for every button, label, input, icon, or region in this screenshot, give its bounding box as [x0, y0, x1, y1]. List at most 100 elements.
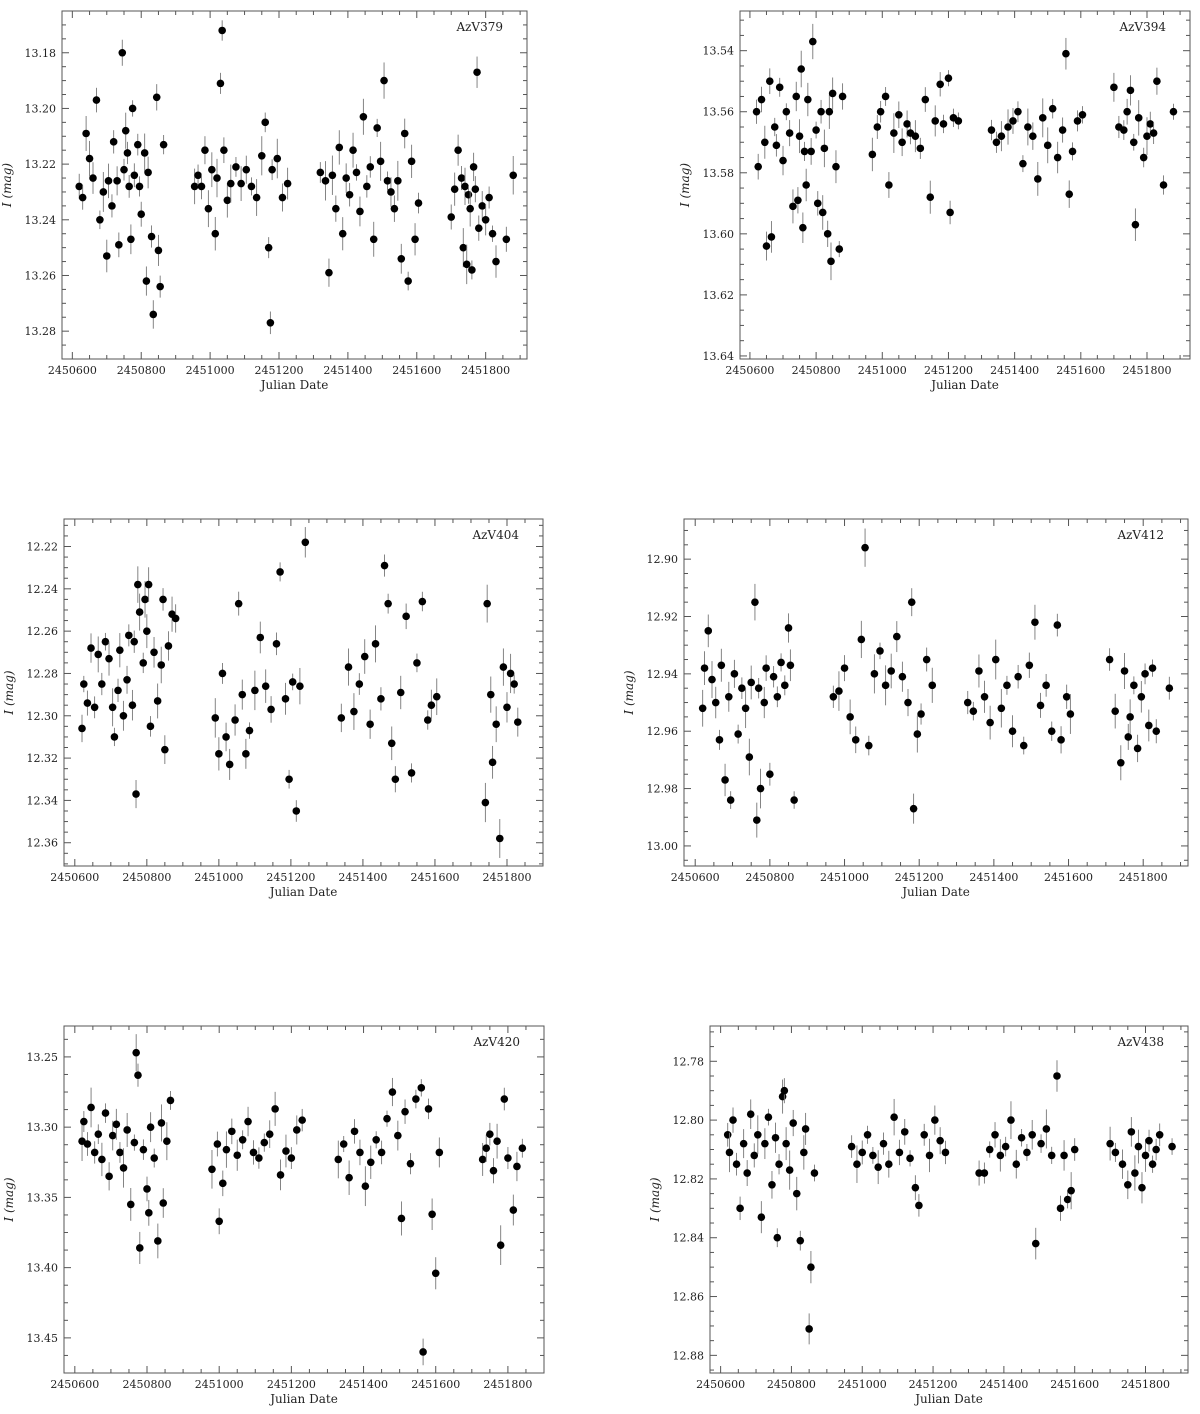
- data-point: [204, 204, 213, 213]
- data-point: [885, 1160, 893, 1169]
- data-point: [78, 724, 86, 733]
- data-point: [1148, 664, 1157, 672]
- data-point: [513, 718, 522, 726]
- axis-ticks: [739, 10, 1191, 360]
- data-point: [820, 144, 829, 153]
- data-point: [800, 1148, 808, 1157]
- data-point: [992, 138, 1001, 147]
- data-point: [890, 1113, 898, 1121]
- data-point: [911, 132, 920, 140]
- data-point: [89, 174, 97, 182]
- data-point: [154, 1237, 162, 1245]
- data-point: [242, 165, 251, 174]
- data-point: [225, 760, 234, 769]
- data-point: [108, 703, 117, 712]
- data-point: [390, 204, 399, 213]
- data-point: [345, 1173, 353, 1182]
- data-point: [773, 1233, 782, 1242]
- x-tick-label: 2450800: [122, 871, 171, 884]
- data-point: [730, 670, 739, 678]
- data-point: [704, 627, 713, 635]
- x-tick-label: 2451000: [195, 1378, 244, 1391]
- x-tick-label: 2451600: [1044, 871, 1093, 884]
- data-point: [754, 1131, 762, 1139]
- data-point: [1066, 710, 1075, 718]
- data-point: [396, 688, 405, 697]
- data-point: [1117, 758, 1125, 767]
- data-point: [211, 229, 220, 238]
- data-point: [164, 642, 173, 650]
- data-point: [1137, 693, 1146, 701]
- x-axis-label: Julian Date: [268, 885, 338, 899]
- data-point: [156, 282, 164, 291]
- data-point: [469, 163, 478, 171]
- data-point: [338, 229, 347, 238]
- data-point: [810, 1169, 819, 1177]
- data-point: [116, 646, 124, 654]
- data-point: [916, 144, 925, 153]
- panel-title: AzV379: [455, 20, 503, 34]
- data-point: [257, 151, 266, 160]
- data-point: [920, 1131, 929, 1139]
- data-point: [190, 182, 199, 191]
- data-point: [218, 1179, 227, 1188]
- data-point: [808, 37, 817, 46]
- data-point: [1062, 49, 1070, 58]
- data-point: [283, 179, 292, 188]
- data-point: [1139, 153, 1148, 162]
- data-point: [1105, 655, 1114, 664]
- data-point: [785, 1166, 794, 1174]
- data-point: [1120, 126, 1128, 134]
- data-point: [997, 704, 1006, 713]
- x-axis-label: Julian Date: [259, 378, 329, 392]
- data-point: [1012, 1160, 1021, 1169]
- x-tick-label: 2451400: [323, 364, 372, 377]
- data-point: [1110, 83, 1118, 92]
- data-point: [146, 1123, 155, 1131]
- x-tick-label: 2451600: [411, 1378, 460, 1391]
- data-point: [1118, 1160, 1127, 1169]
- data-point: [1145, 1136, 1153, 1145]
- data-point: [114, 686, 122, 695]
- data-point: [450, 185, 459, 193]
- data-point: [80, 680, 88, 688]
- data-point: [384, 599, 392, 608]
- data-point: [261, 682, 270, 690]
- data-point: [840, 664, 849, 672]
- data-point: [292, 1126, 301, 1134]
- data-point: [1063, 1195, 1072, 1204]
- data-point: [171, 614, 180, 623]
- data-point: [506, 669, 515, 678]
- data-point: [1131, 1169, 1139, 1177]
- data-point: [1124, 733, 1133, 741]
- data-point: [794, 196, 802, 205]
- data-point: [752, 107, 761, 116]
- x-tick-label: 2450800: [767, 1378, 816, 1391]
- y-tick-label: 12.98: [647, 783, 679, 796]
- data-point: [898, 138, 906, 147]
- data-point: [997, 132, 1006, 140]
- axis-ticks: [63, 518, 544, 867]
- data-point: [359, 112, 368, 121]
- data-point: [120, 165, 128, 174]
- data-point: [513, 1162, 521, 1171]
- data-point: [812, 126, 820, 134]
- data-point: [135, 1244, 144, 1252]
- data-point: [412, 1095, 420, 1103]
- data-point: [504, 1154, 512, 1162]
- data-point: [936, 1136, 944, 1145]
- data-point: [96, 216, 104, 224]
- data-point: [868, 150, 877, 159]
- data-point: [987, 126, 996, 134]
- data-point: [1001, 1142, 1010, 1151]
- data-point: [1124, 1180, 1132, 1189]
- data-point: [1048, 104, 1057, 113]
- data-point: [853, 1160, 861, 1169]
- data-point: [756, 784, 765, 793]
- data-point: [847, 1142, 856, 1151]
- data-point: [898, 672, 907, 681]
- data-point: [954, 117, 963, 125]
- x-tick-label: 2451400: [979, 1378, 1028, 1391]
- data-point: [928, 681, 937, 690]
- data-point: [941, 1148, 950, 1157]
